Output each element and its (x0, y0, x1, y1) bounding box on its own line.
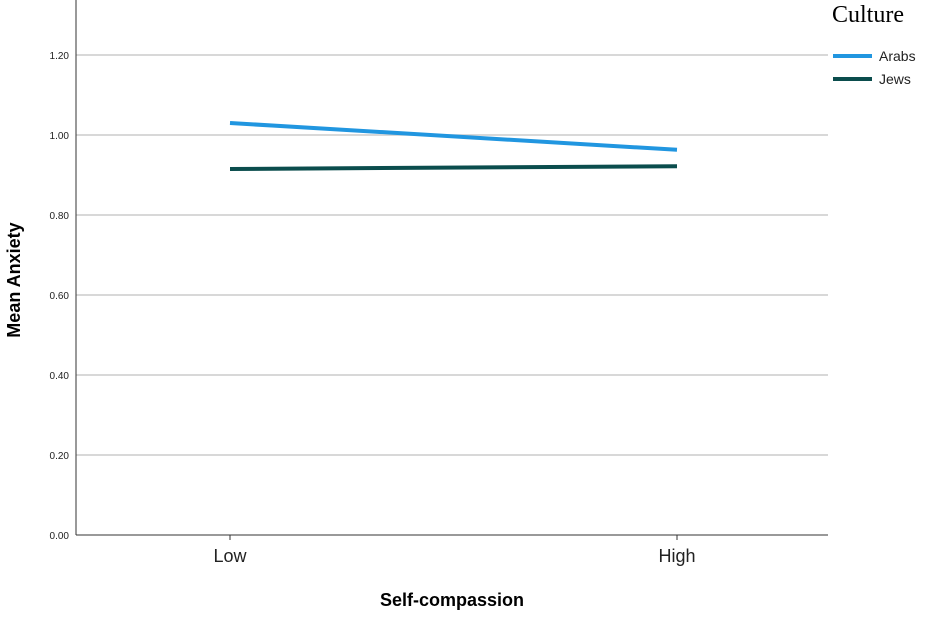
y-tick-label: 0.40 (50, 371, 70, 382)
gridlines (76, 54, 828, 456)
y-tick-label: 0.00 (50, 531, 70, 542)
y-tick-label: 1.00 (50, 131, 70, 142)
legend-title: Culture (832, 2, 904, 28)
y-tick-label: 0.80 (50, 211, 70, 222)
y-tick-label: 0.20 (50, 451, 70, 462)
plot-frame (75, 0, 828, 536)
series-line-arabs (229, 121, 678, 152)
series-line-jews (229, 164, 678, 171)
x-tick-label: Low (213, 546, 247, 566)
legend-items: Arabs Jews (833, 48, 916, 87)
x-axis-title: Self-compassion (380, 590, 524, 610)
y-tick-label: 0.60 (50, 291, 70, 302)
x-tick-label: High (658, 546, 695, 566)
x-tick-labels: Low High (213, 535, 696, 566)
series-lines (229, 121, 678, 171)
y-axis-title: Mean Anxiety (4, 222, 24, 337)
legend-label-jews: Jews (879, 71, 911, 87)
y-tick-labels: 0.00 0.20 0.40 0.60 0.80 1.00 1.20 (50, 51, 70, 542)
y-tick-label: 1.20 (50, 51, 70, 62)
legend-label-arabs: Arabs (879, 48, 916, 64)
legend: Culture Arabs Jews (832, 2, 916, 87)
